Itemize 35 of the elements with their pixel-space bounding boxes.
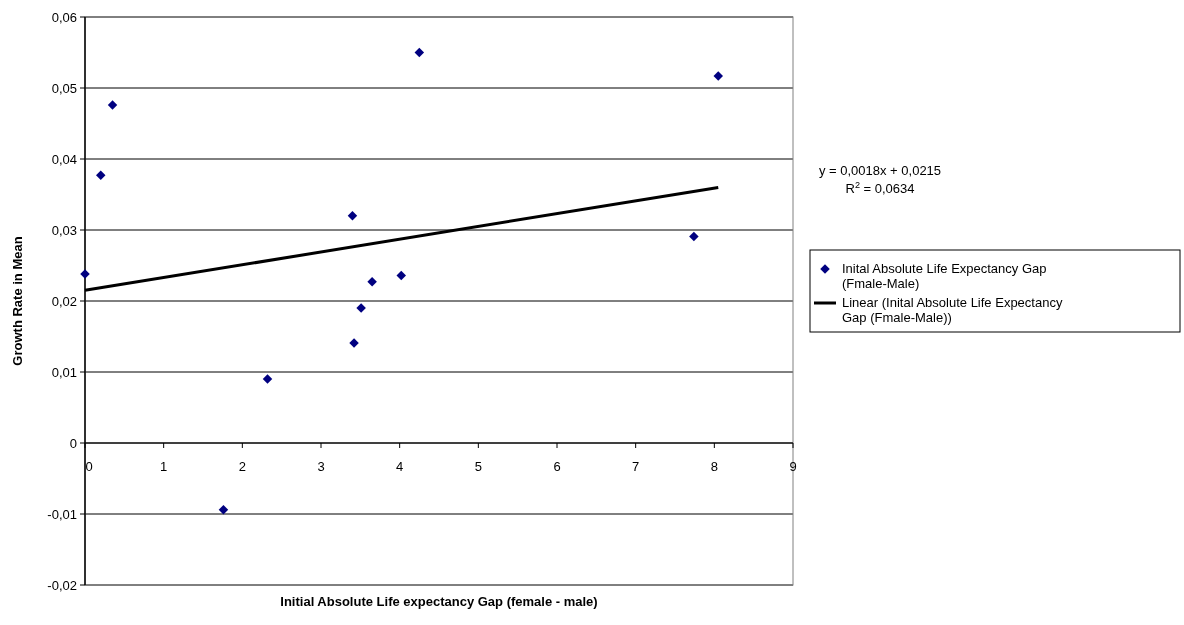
x-tick-label: 4 xyxy=(396,459,404,474)
x-axis-title: Initial Absolute Life expectancy Gap (female - male) xyxy=(280,594,598,609)
point xyxy=(689,231,699,242)
legend-label: Inital Absolute Life Expectancy Gap (Fmale-Male) xyxy=(842,261,1047,291)
y-tick-label: -0,02 xyxy=(47,577,77,593)
y-tick-label: 0,04 xyxy=(51,151,77,167)
x-tick-label: 8 xyxy=(710,459,718,474)
y-tick-label: 0 xyxy=(69,435,77,451)
y-axis-title: Growth Rate in Mean xyxy=(10,236,25,366)
text: y = 0,0018x + 0,0215 xyxy=(818,163,942,178)
x-tick-label: 3 xyxy=(317,459,325,474)
point xyxy=(414,47,425,58)
point xyxy=(262,374,273,384)
x-tick-label: 1 xyxy=(160,459,168,474)
point xyxy=(95,170,106,181)
x-tick-label: 5 xyxy=(474,459,482,474)
x-tick-label: 9 xyxy=(789,459,797,474)
x-tick-label: 0 xyxy=(85,459,93,474)
point xyxy=(218,505,229,515)
y-tick-label: 0,01 xyxy=(51,364,77,380)
y-tick-label: -0,01 xyxy=(47,506,77,522)
x-tick-label: 2 xyxy=(238,459,246,474)
point xyxy=(347,211,358,221)
y-tick-label: 0,05 xyxy=(51,80,77,96)
x-tick-label: 7 xyxy=(632,459,640,474)
text: R$^{2}$ = 0,0634 xyxy=(845,180,915,196)
y-tick-label: 0,02 xyxy=(51,293,77,309)
point xyxy=(107,100,118,110)
x-tick-label: 6 xyxy=(553,459,561,474)
y-tick-label: 0,03 xyxy=(51,222,77,238)
y-tick-label: 0,06 xyxy=(51,9,77,25)
point xyxy=(367,277,377,287)
point xyxy=(396,270,406,281)
legend-label: Linear (Inital Absolute Life Expectancy Gap (Fmale-Male)) xyxy=(842,295,1063,325)
point xyxy=(713,71,724,81)
